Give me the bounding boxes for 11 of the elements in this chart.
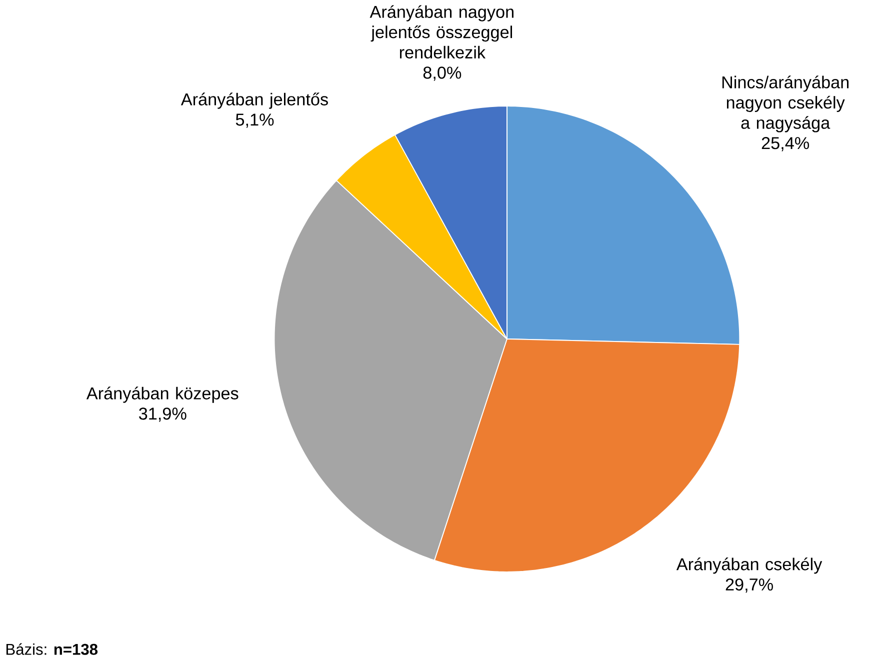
data-label: 29,7%: [726, 578, 773, 593]
data-label: 31,9%: [139, 408, 186, 422]
slice-label: Arányában csekély: [676, 558, 822, 574]
text: Bázis: n=138: [6, 643, 98, 655]
slice-label: Arányában közepes: [86, 386, 238, 403]
slice-label: Arányában jelentős: [180, 92, 328, 109]
slice-label: Nincs/arányában nagyon csekély a nagysága: [722, 76, 849, 132]
data-label: 8,0%: [423, 66, 462, 81]
slice-label: Arányában nagyon jelentős összeggel rendelkezik: [370, 5, 514, 58]
data-label: 5,1%: [236, 114, 274, 128]
data-label: 25,4%: [762, 136, 810, 152]
